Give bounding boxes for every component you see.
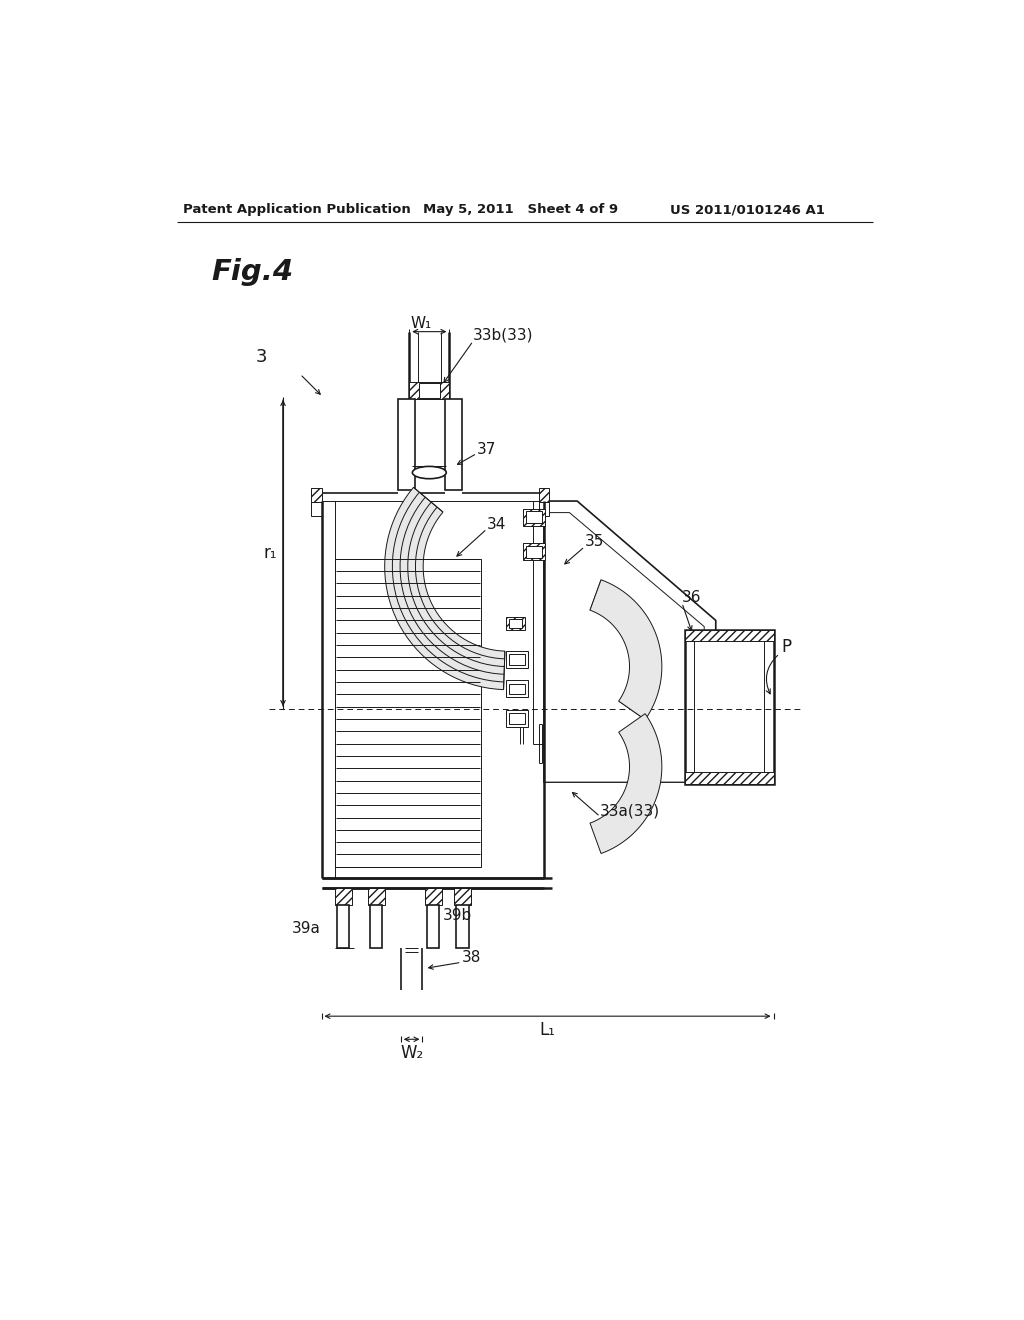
- Bar: [370, 906, 382, 948]
- Text: 38: 38: [462, 950, 481, 965]
- Text: 33a(33): 33a(33): [600, 804, 660, 818]
- Ellipse shape: [413, 466, 446, 479]
- Text: 35: 35: [585, 535, 604, 549]
- Text: US 2011/0101246 A1: US 2011/0101246 A1: [670, 203, 824, 216]
- Bar: [310, 488, 322, 502]
- Text: 33b(33): 33b(33): [473, 327, 534, 343]
- Bar: [685, 630, 773, 784]
- Bar: [506, 616, 524, 631]
- Text: 36: 36: [682, 590, 701, 605]
- Text: Patent Application Publication: Patent Application Publication: [183, 203, 411, 216]
- Bar: [368, 888, 385, 906]
- Bar: [523, 544, 545, 561]
- Bar: [523, 508, 545, 525]
- Text: 39a: 39a: [292, 921, 322, 936]
- Polygon shape: [385, 487, 505, 689]
- Bar: [337, 906, 349, 948]
- Bar: [526, 545, 542, 558]
- Polygon shape: [419, 383, 440, 397]
- Bar: [444, 400, 463, 490]
- Bar: [454, 888, 471, 906]
- Text: r₁: r₁: [264, 544, 278, 562]
- Polygon shape: [544, 512, 705, 781]
- Bar: [506, 651, 528, 668]
- Bar: [526, 511, 542, 524]
- Bar: [310, 502, 322, 516]
- Polygon shape: [590, 714, 662, 854]
- Polygon shape: [544, 502, 716, 781]
- Text: L₁: L₁: [540, 1022, 555, 1039]
- Bar: [427, 906, 439, 948]
- Text: W₂: W₂: [400, 1044, 423, 1063]
- Bar: [509, 655, 525, 665]
- Bar: [509, 684, 525, 694]
- Text: 39b: 39b: [442, 908, 472, 923]
- Bar: [539, 488, 550, 502]
- Bar: [694, 639, 764, 775]
- Bar: [506, 681, 528, 697]
- Bar: [397, 400, 416, 490]
- Polygon shape: [590, 579, 662, 719]
- Text: W₁: W₁: [411, 315, 432, 331]
- Polygon shape: [336, 558, 481, 867]
- Bar: [509, 713, 525, 723]
- Bar: [509, 619, 521, 628]
- Bar: [425, 888, 441, 906]
- Bar: [506, 710, 528, 726]
- Text: 3: 3: [256, 348, 267, 366]
- Bar: [335, 888, 351, 906]
- Text: May 5, 2011   Sheet 4 of 9: May 5, 2011 Sheet 4 of 9: [423, 203, 618, 216]
- Text: 34: 34: [487, 516, 507, 532]
- Text: P: P: [781, 639, 792, 656]
- Bar: [457, 906, 469, 948]
- Polygon shape: [685, 772, 773, 784]
- Polygon shape: [410, 381, 450, 400]
- Polygon shape: [685, 630, 773, 642]
- Bar: [539, 502, 550, 516]
- Text: 37: 37: [477, 442, 497, 457]
- Text: Fig.4: Fig.4: [211, 259, 294, 286]
